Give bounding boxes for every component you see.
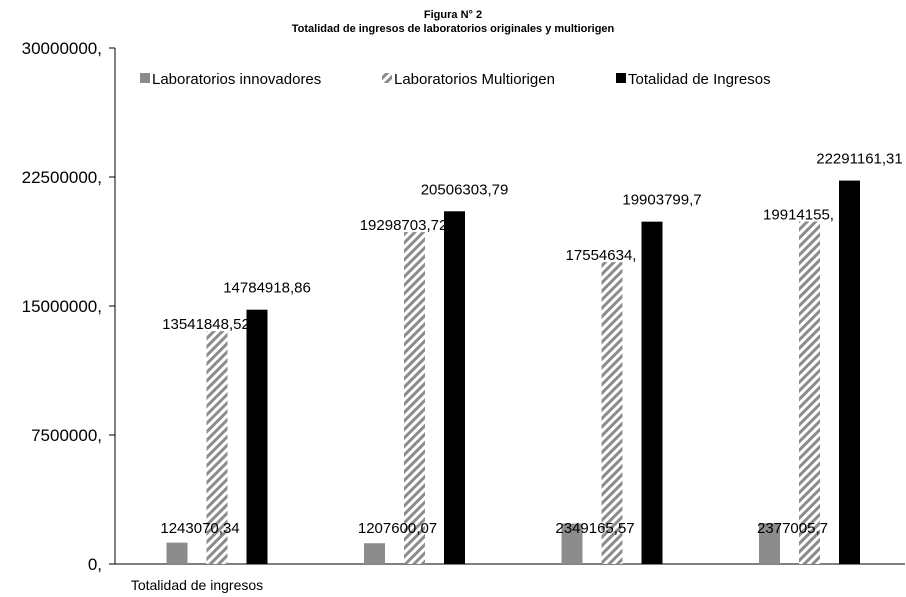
- bar-1-1: [166, 542, 188, 564]
- data-label: 20506303,79: [421, 181, 509, 198]
- y-tick-label: 15000000,: [22, 297, 102, 316]
- chart-title: Figura N° 2: [424, 9, 482, 21]
- bar-3-4: [839, 180, 860, 564]
- y-tick-label: 30000000,: [22, 39, 102, 58]
- legend-swatch: [140, 73, 150, 83]
- bar-2-4: [799, 221, 820, 564]
- y-tick-label: 7500000,: [31, 426, 102, 445]
- legend-label: Totalidad de Ingresos: [628, 71, 771, 88]
- data-label: 17554634,: [566, 247, 637, 264]
- bar-3-1: [246, 309, 268, 564]
- data-label: 2377005,7: [757, 520, 828, 537]
- x-axis-categories: Totalidad de ingresos: [131, 577, 263, 593]
- data-label: 14784918,86: [223, 280, 311, 297]
- bar-3-2: [444, 211, 465, 565]
- data-label: 19298703,72: [360, 217, 448, 234]
- y-axis-ticks: 0, 7500000, 15000000, 22500000, 30000000,: [22, 39, 115, 574]
- bar-1-4: [759, 523, 780, 564]
- bar-2-1: [206, 331, 228, 564]
- legend-swatch: [616, 73, 626, 83]
- data-label: 19914155,: [763, 206, 834, 223]
- legend-label: Laboratorios innovadores: [152, 71, 321, 88]
- y-tick-label: 0,: [88, 555, 102, 574]
- y-tick-label: 22500000,: [22, 168, 102, 187]
- data-label: 1207600,07: [358, 520, 437, 537]
- bar-1-3: [561, 523, 583, 564]
- data-label: 13541848,52: [162, 316, 250, 333]
- legend: Laboratorios innovadores Laboratorios Mul…: [140, 71, 771, 88]
- data-label: 1243070,34: [160, 520, 239, 537]
- bar-1-2: [364, 543, 385, 564]
- chart-subtitle: Totalidad de ingresos de laboratorios or…: [292, 23, 615, 35]
- bars: [166, 180, 860, 565]
- bar-2-2: [404, 232, 425, 564]
- data-labels: 1243070,34 1207600,07 2349165,57 2377005,7 1…: [160, 151, 902, 537]
- bar-3-3: [641, 221, 663, 564]
- legend-swatch: [382, 73, 392, 83]
- data-label: 19903799,7: [622, 192, 701, 209]
- data-label: 22291161,31: [816, 151, 902, 168]
- bar-2-3: [601, 262, 623, 564]
- legend-label: Laboratorios Multiorigen: [394, 71, 555, 88]
- x-category-label: Totalidad de ingresos: [131, 577, 263, 593]
- data-label: 2349165,57: [555, 520, 634, 537]
